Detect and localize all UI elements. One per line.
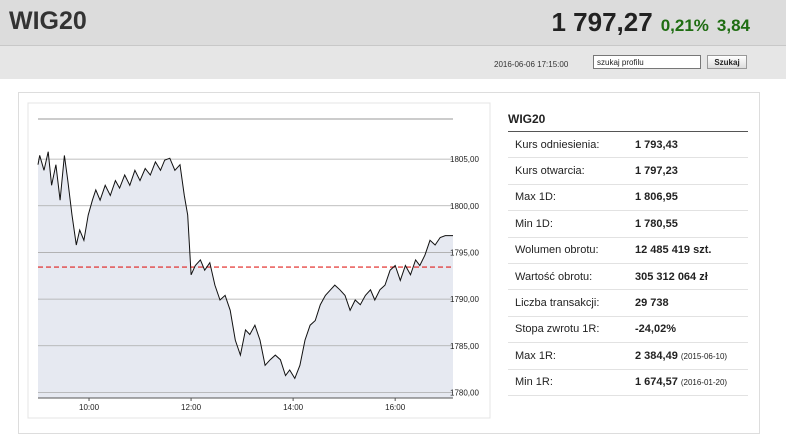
table-row: Max 1R: 2 384,49 (2015-06-10) <box>508 343 748 370</box>
row-label: Min 1R: <box>515 376 553 389</box>
row-label: Kurs odniesienia: <box>515 138 600 151</box>
row-label: Wolumen obrotu: <box>515 244 599 257</box>
quote: 1 797,27 0,21% 3,84 <box>551 7 750 38</box>
change-abs: 3,84 <box>716 16 750 35</box>
price-line <box>37 151 453 380</box>
change-pct: 0,21% <box>660 16 709 35</box>
row-value: 1 793,43 <box>635 138 678 151</box>
chart: 1780,00 1785,00 1790,00 1795,00 1800,00 1805,… <box>27 102 491 419</box>
row-value: 1 797,23 <box>635 165 678 178</box>
datetime: 2016-06-06 17:15:00 <box>494 60 569 69</box>
table-row: Wartość obrotu: 305 312 064 zł <box>508 264 748 291</box>
row-label: Min 1D: <box>515 217 553 230</box>
row-note: (2016-01-20) <box>680 378 728 388</box>
x-tick-label: 10:00 <box>79 403 100 412</box>
chart-frame <box>27 102 491 419</box>
table-row: Max 1D: 1 806,95 <box>508 185 748 212</box>
table-row: Wolumen obrotu: 12 485 419 szt. <box>508 238 748 264</box>
price: 1 797,27 <box>551 7 653 37</box>
row-value: 12 485 419 szt. <box>635 244 712 257</box>
index-title: WIG20 <box>9 7 87 35</box>
row-value: 1 780,55 <box>635 217 678 230</box>
row-value: -24,02% <box>635 323 676 336</box>
search-button[interactable]: Szukaj <box>707 55 747 69</box>
x-tick-label: 16:00 <box>385 403 406 412</box>
row-label: Max 1R: <box>515 349 556 362</box>
table-row: Min 1R: 1 674,57 (2016-01-20) <box>508 370 748 396</box>
y-tick-label: 1800,00 <box>450 202 479 211</box>
x-tick-label: 14:00 <box>283 403 304 412</box>
table-row: Kurs otwarcia: 1 797,23 <box>508 158 748 185</box>
y-tick-label: 1795,00 <box>450 249 479 258</box>
stats-table: WIG20 Kurs odniesienia: 1 793,43 Kurs otwa… <box>508 112 748 396</box>
row-label: Kurs otwarcia: <box>515 165 585 178</box>
row-value: 29 738 <box>635 297 669 310</box>
table-row: Min 1D: 1 780,55 <box>508 211 748 238</box>
row-label: Wartość obrotu: <box>515 270 593 283</box>
header-bar: WIG20 1 797,27 0,21% 3,84 <box>0 0 786 45</box>
x-tick-label: 12:00 <box>181 403 202 412</box>
table-row: Kurs odniesienia: 1 793,43 <box>508 132 748 159</box>
y-tick-label: 1785,00 <box>450 342 479 351</box>
table-row: Stopa zwrotu 1R: -24,02% <box>508 317 748 344</box>
row-value: 1 806,95 <box>635 191 678 204</box>
table-row: Liczba transakcji: 29 738 <box>508 290 748 317</box>
y-tick-label: 1790,00 <box>450 295 479 304</box>
row-note: (2015-06-10) <box>680 351 728 361</box>
row-label: Stopa zwrotu 1R: <box>515 323 600 336</box>
toolbar: 2016-06-06 17:15:00 szukaj profilu Szuka… <box>0 45 786 79</box>
row-value: 2 384,49 (2015-06-10) <box>635 349 728 362</box>
area <box>38 151 453 398</box>
row-label: Liczba transakcji: <box>515 297 600 310</box>
row-label: Max 1D: <box>515 191 556 204</box>
table-title: WIG20 <box>508 112 748 132</box>
y-tick-label: 1805,00 <box>450 155 479 164</box>
y-tick-label: 1780,00 <box>450 389 479 398</box>
row-value: 1 674,57 (2016-01-20) <box>635 376 728 389</box>
search-input[interactable]: szukaj profilu <box>593 55 701 69</box>
row-value: 305 312 064 zł <box>635 270 708 283</box>
